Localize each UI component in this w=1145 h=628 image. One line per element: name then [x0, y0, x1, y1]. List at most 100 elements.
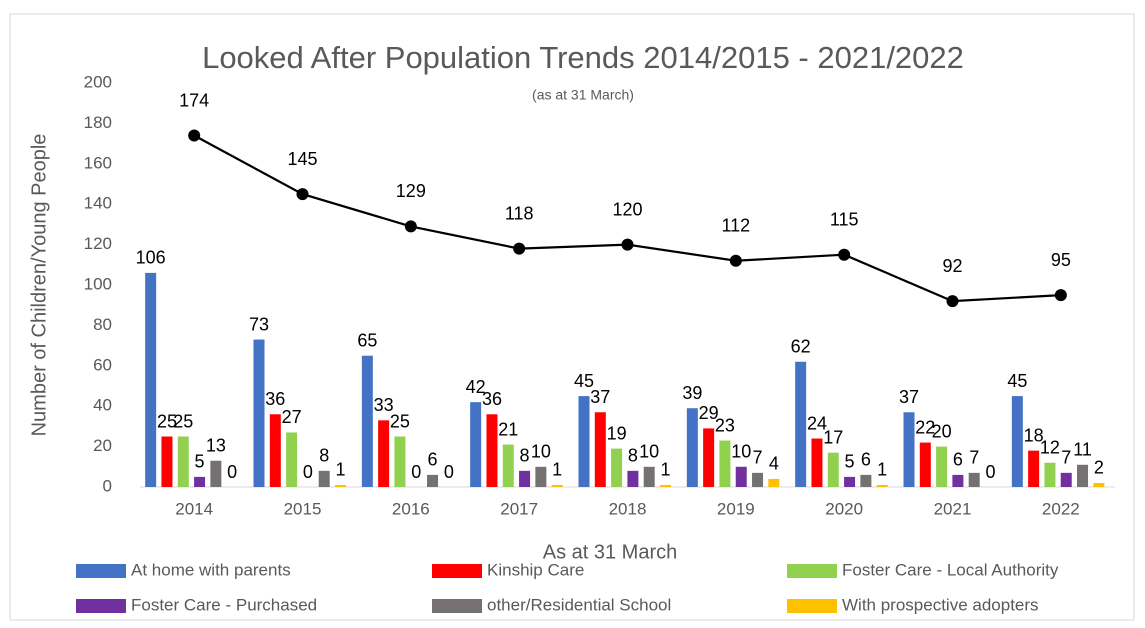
bar: [253, 339, 265, 487]
data-label: 27: [282, 407, 302, 427]
bar: [768, 478, 780, 487]
legend-swatch: [76, 599, 126, 613]
data-label: 36: [265, 389, 285, 409]
data-label: 19: [607, 423, 627, 443]
bar: [269, 414, 281, 487]
line-marker: [404, 220, 417, 233]
chart-title: Looked After Population Trends 2014/2015…: [202, 40, 964, 75]
bar: [427, 474, 439, 487]
bar: [660, 484, 671, 487]
y-tick-label: 0: [103, 476, 112, 495]
legend-swatch: [432, 564, 482, 578]
data-label: 18: [1024, 425, 1044, 445]
bar: [827, 452, 839, 487]
data-label: 36: [482, 389, 502, 409]
bar: [844, 476, 856, 487]
line-marker: [513, 242, 526, 255]
data-label: 42: [466, 377, 486, 397]
x-tick-label: 2014: [175, 499, 213, 518]
bar: [519, 470, 531, 487]
bar: [936, 446, 948, 487]
bar: [968, 472, 980, 487]
data-label: 37: [590, 387, 610, 407]
data-label: 1: [552, 460, 562, 480]
bar: [1077, 464, 1089, 487]
y-tick-label: 160: [84, 153, 112, 172]
data-label: 12: [1040, 438, 1060, 458]
line-marker: [188, 129, 201, 142]
y-axis-label: Number of Children/Young People: [28, 134, 50, 437]
chart-border: [9, 13, 1135, 621]
data-label: 6: [861, 450, 871, 470]
bar: [686, 408, 698, 487]
data-label: 33: [374, 395, 394, 415]
bar: [860, 474, 872, 487]
data-label: 174: [179, 90, 209, 110]
bar: [735, 466, 747, 487]
data-label: 25: [173, 411, 193, 431]
legend-label: Kinship Care: [487, 560, 584, 579]
data-label: 13: [206, 435, 226, 455]
data-label: 8: [520, 446, 530, 466]
data-label: 23: [715, 415, 735, 435]
line-marker: [729, 254, 742, 267]
x-tick-label: 2018: [609, 499, 647, 518]
data-label: 112: [721, 216, 750, 236]
bar: [378, 420, 390, 487]
bar: [1028, 450, 1040, 487]
data-label: 0: [444, 462, 454, 482]
data-label: 129: [396, 181, 426, 201]
data-label: 11: [1073, 440, 1092, 460]
data-label: 45: [574, 371, 594, 391]
bar: [145, 272, 157, 487]
bar: [361, 355, 373, 487]
data-label: 17: [823, 427, 843, 447]
x-tick-label: 2021: [934, 499, 972, 518]
data-label: 1: [660, 460, 670, 480]
data-label: 25: [390, 411, 410, 431]
chart-subtitle: (as at 31 March): [532, 87, 634, 103]
legend-swatch: [787, 599, 837, 613]
bar: [194, 476, 206, 487]
bar: [919, 442, 931, 487]
y-tick-label: 80: [93, 315, 112, 334]
data-label: 10: [531, 442, 551, 462]
data-label: 95: [1051, 250, 1071, 270]
bar: [594, 412, 606, 487]
y-tick-label: 180: [84, 113, 112, 132]
bar: [335, 484, 346, 487]
y-tick-label: 140: [84, 194, 112, 213]
bar: [903, 412, 915, 487]
line-marker: [1054, 289, 1067, 302]
legend-label: With prospective adopters: [842, 595, 1039, 614]
bar: [318, 470, 330, 487]
bar: [611, 448, 623, 487]
bar: [286, 432, 298, 487]
bar: [952, 474, 964, 487]
data-label: 45: [1007, 371, 1027, 391]
data-label: 7: [969, 448, 979, 468]
data-label: 4: [769, 454, 779, 474]
data-label: 62: [791, 337, 811, 357]
data-label: 0: [985, 462, 995, 482]
x-tick-label: 2020: [825, 499, 863, 518]
x-tick-label: 2015: [284, 499, 322, 518]
data-label: 1: [877, 460, 887, 480]
bar: [703, 428, 715, 487]
data-label: 20: [932, 421, 952, 441]
data-label: 22: [915, 417, 935, 437]
y-tick-label: 100: [84, 274, 112, 293]
x-tick-label: 2019: [717, 499, 755, 518]
data-label: 5: [195, 452, 205, 472]
y-tick-label: 200: [84, 72, 112, 91]
data-label: 7: [1061, 448, 1071, 468]
data-label: 0: [303, 462, 313, 482]
y-tick-label: 60: [93, 355, 112, 374]
data-label: 7: [753, 448, 763, 468]
data-label: 10: [639, 442, 659, 462]
bar: [470, 402, 482, 487]
line-marker: [838, 248, 851, 261]
legend-label: At home with parents: [131, 560, 291, 579]
x-tick-label: 2022: [1042, 499, 1080, 518]
